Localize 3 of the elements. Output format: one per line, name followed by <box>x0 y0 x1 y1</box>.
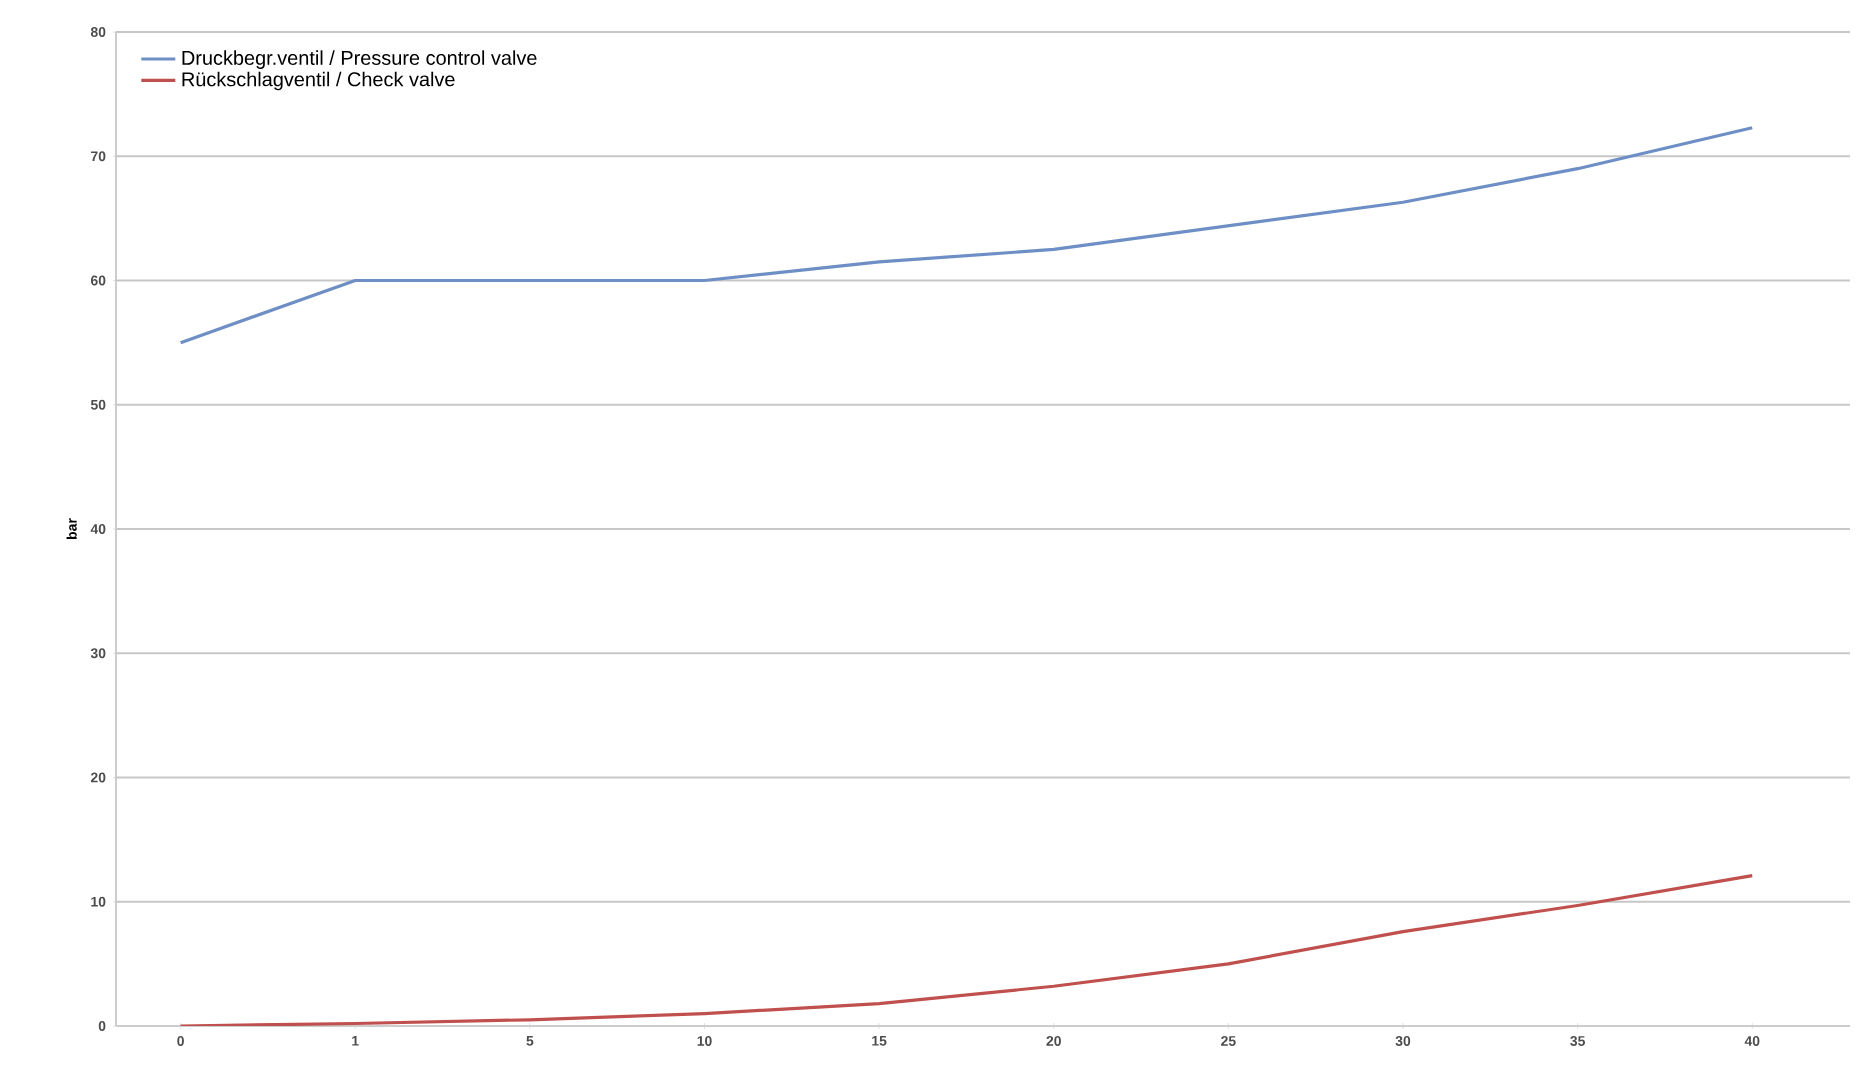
line-series <box>179 874 1754 1026</box>
legend-label: Rückschlagventil / Check valve <box>182 71 455 91</box>
legend-label: Druckbegr.ventil / Pressure control valve <box>182 50 537 69</box>
